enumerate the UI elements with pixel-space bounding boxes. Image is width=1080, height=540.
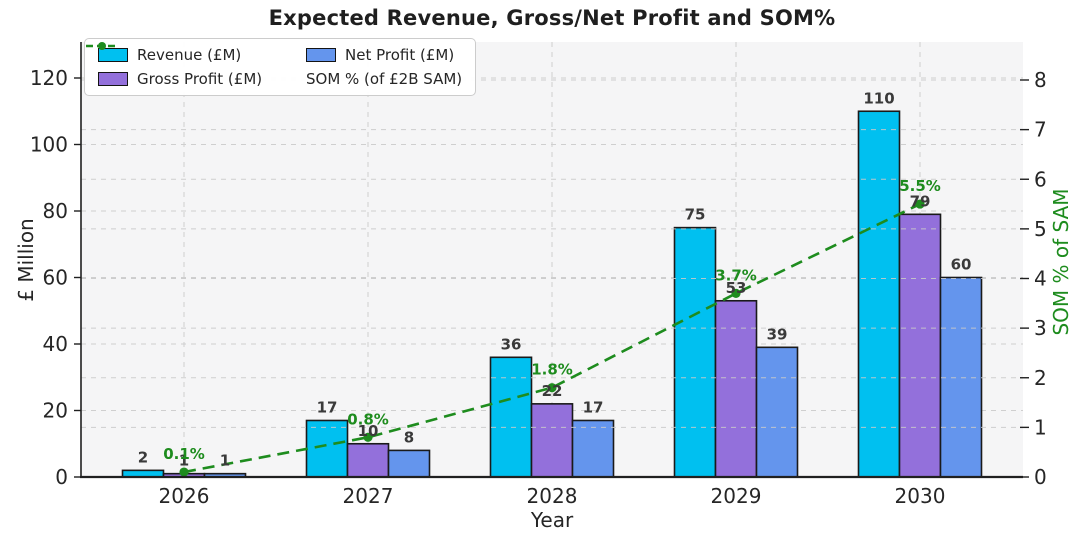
- som-point-label-2029: 3.7%: [715, 266, 757, 284]
- bar-value-label-net-profit-2026: 1: [220, 452, 230, 470]
- tick-label-left-100: 100: [30, 133, 68, 157]
- bar-value-label-net-profit-2027: 8: [404, 428, 414, 446]
- y-axis-label-right: SOM % of SAM: [1049, 188, 1073, 336]
- y-axis-label-left: £ Million: [14, 218, 38, 302]
- bar-value-label-revenue-2026: 2: [138, 448, 148, 466]
- tick-label-left-40: 40: [43, 332, 68, 356]
- bar-revenue-2027: [305, 419, 349, 478]
- chart-title: Expected Revenue, Gross/Net Profit and S…: [268, 6, 836, 30]
- legend-item-gross-profit: Gross Profit (£M): [98, 70, 306, 88]
- tick-label-right-5: 5: [1034, 217, 1047, 241]
- legend-label-gross-profit: Gross Profit (£M): [137, 70, 263, 88]
- bar-net-profit-2028: [571, 419, 615, 478]
- x-tick-label-2029: 2029: [711, 484, 762, 508]
- som-point-2030: [915, 199, 925, 209]
- x-axis-label: Year: [530, 508, 574, 532]
- som-point-2029: [731, 288, 741, 298]
- som-point-label-2027: 0.8%: [347, 410, 389, 428]
- bar-gross-profit-2027: [346, 442, 390, 478]
- tick-label-left-60: 60: [43, 266, 68, 290]
- bar-value-label-gross-profit-2028: 22: [542, 382, 563, 400]
- legend-item-revenue: Revenue (£M): [98, 46, 306, 64]
- tick-label-right-7: 7: [1034, 118, 1047, 142]
- tick-label-right-6: 6: [1034, 167, 1047, 191]
- som-point-2026: [179, 467, 189, 477]
- legend-dot-som: [98, 42, 106, 50]
- som-point-label-2030: 5.5%: [899, 177, 941, 195]
- x-tick-label-2030: 2030: [895, 484, 946, 508]
- bar-value-label-revenue-2030: 110: [863, 89, 894, 107]
- bar-value-label-gross-profit-2026: 1: [179, 452, 189, 470]
- tick-label-right-2: 2: [1034, 366, 1047, 390]
- bar-net-profit-2029: [755, 346, 799, 478]
- bar-value-label-net-profit-2028: 17: [583, 398, 604, 416]
- bar-value-label-gross-profit-2029: 53: [726, 279, 747, 297]
- som-point-label-2026: 0.1%: [163, 445, 205, 463]
- bar-value-label-revenue-2027: 17: [317, 398, 338, 416]
- legend-swatch-revenue: [98, 48, 128, 62]
- tick-label-left-120: 120: [30, 66, 68, 90]
- legend-swatch-gross-profit: [98, 72, 128, 86]
- bar-value-label-net-profit-2030: 60: [951, 256, 972, 274]
- tick-label-right-3: 3: [1034, 316, 1047, 340]
- som-line: [183, 202, 921, 474]
- legend: Revenue (£M) Gross Profit (£M) Net Profit …: [84, 38, 477, 96]
- legend-label-net-profit: Net Profit (£M): [345, 46, 455, 64]
- som-point-2028: [547, 383, 557, 393]
- legend-label-revenue: Revenue (£M): [137, 46, 242, 64]
- bar-gross-profit-2029: [714, 299, 758, 478]
- som-point-2027: [363, 432, 373, 442]
- x-tick-label-2028: 2028: [527, 484, 578, 508]
- tick-label-right-0: 0: [1034, 465, 1047, 489]
- bar-net-profit-2027: [387, 449, 431, 478]
- legend-item-net-profit: Net Profit (£M): [306, 46, 462, 64]
- legend-label-som: SOM % (of £2B SAM): [306, 70, 463, 88]
- tick-label-left-80: 80: [43, 199, 68, 223]
- bar-gross-profit-2028: [530, 403, 574, 478]
- bar-value-label-revenue-2028: 36: [501, 335, 522, 353]
- x-tick-label-2027: 2027: [343, 484, 394, 508]
- tick-label-right-1: 1: [1034, 415, 1047, 439]
- legend-item-som: SOM % (of £2B SAM): [86, 42, 463, 88]
- bar-value-label-gross-profit-2030: 79: [910, 192, 931, 210]
- bar-revenue-2029: [673, 226, 717, 478]
- som-point-label-2028: 1.8%: [531, 361, 573, 379]
- tick-label-right-4: 4: [1034, 267, 1047, 291]
- tick-label-right-8: 8: [1034, 68, 1047, 92]
- legend-swatch-net-profit: [306, 48, 336, 62]
- legend-line-glyph-som: [86, 42, 118, 50]
- tick-label-left-0: 0: [55, 465, 68, 489]
- bar-value-label-gross-profit-2027: 10: [358, 422, 379, 440]
- x-tick-label-2026: 2026: [159, 484, 210, 508]
- bar-value-label-revenue-2029: 75: [685, 206, 706, 224]
- bar-revenue-2030: [857, 110, 901, 478]
- bar-value-label-net-profit-2029: 39: [767, 325, 788, 343]
- bar-gross-profit-2030: [898, 213, 942, 478]
- bar-revenue-2028: [489, 356, 533, 478]
- tick-label-left-20: 20: [43, 399, 68, 423]
